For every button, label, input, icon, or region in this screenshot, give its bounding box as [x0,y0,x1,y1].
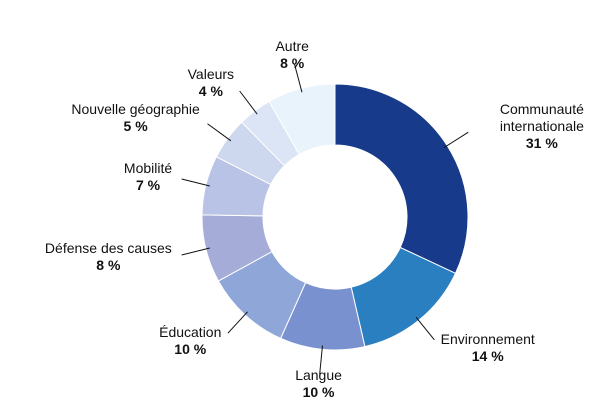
leader-line [443,131,469,149]
slice-label: Mobilité 7 % [124,160,172,194]
leader-line [415,316,435,341]
slice-label: Autre 8 % [275,38,308,72]
leader-line [227,311,248,334]
slice [268,83,336,156]
value-label: 8 % [96,257,121,274]
value-label: 31 % [525,135,558,152]
leader-line [207,123,232,142]
leader-line [294,64,303,93]
category-label: Autre [275,37,309,54]
category-label: Langue [295,367,342,384]
category-label: Mobilité [123,159,173,176]
value-label: 8 % [280,54,305,71]
value-label: 10 % [174,340,207,357]
value-label: 5 % [123,117,148,134]
value-label: 10 % [302,384,335,401]
leader-line [319,345,323,375]
leader-line [181,247,210,256]
slice-label: Valeurs 4 % [188,66,234,100]
leader-line [239,90,258,115]
leader-line [181,178,210,187]
category-label: Valeurs [187,66,235,83]
category-label: Nouvelle géographie [71,100,200,117]
slice-label: Communauté internationale 31 % [477,101,607,152]
slice-label: Éducation 10 % [159,324,221,358]
value-label: 4 % [198,83,223,100]
slice-label: Environnement 14 % [441,331,535,365]
slice [334,83,469,274]
category-label: Éducation [159,323,222,340]
category-label: Défense des causes [44,240,172,257]
category-label: Communauté internationale [499,101,584,135]
value-label: 14 % [471,347,504,364]
slice-label: Langue 10 % [295,367,342,401]
category-label: Environnement [440,330,535,347]
slice-label: Défense des causes 8 % [45,240,172,274]
slice-label: Nouvelle géographie 5 % [71,101,199,135]
value-label: 7 % [135,176,161,193]
